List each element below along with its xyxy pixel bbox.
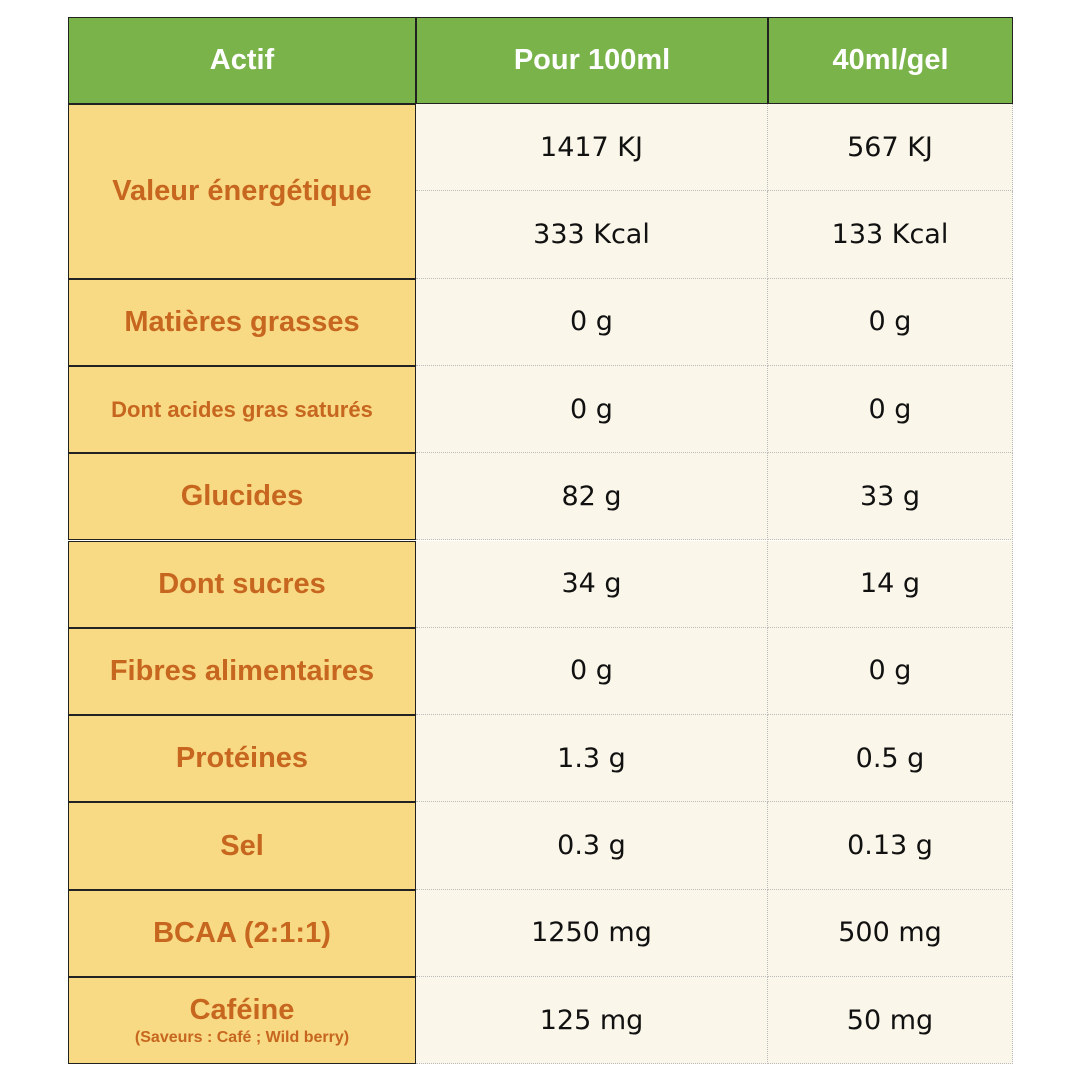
value-cell: 50 mg [768,977,1013,1065]
value-cell: 0 g [768,627,1013,716]
row-label: Protéines [68,715,416,803]
row-label: Dont sucres [68,540,416,628]
value-cell: 1.3 g [416,715,768,803]
row-label: Caféine (Saveurs : Café ; Wild berry) [68,977,416,1065]
value-cell: 133 Kcal [768,191,1013,279]
value-cell: 125 mg [416,977,768,1065]
value-cell: 0.13 g [768,802,1013,890]
row-label: BCAA (2:1:1) [68,889,416,977]
label-text: Fibres alimentaires [109,654,375,687]
label-text: Caféine [189,994,295,1027]
value-cell: 0 g [416,627,768,716]
value-cell: 0.3 g [416,802,768,890]
row-label: Glucides [68,453,416,541]
value-cell: 0 g [416,365,768,454]
label-text: Dont acides gras saturés [111,396,373,422]
row-label: Dont acides gras saturés [68,365,416,454]
value-cell: 0.5 g [768,715,1013,803]
value-cell: 333 Kcal [416,191,768,279]
value-cell: 14 g [768,540,1013,628]
value-cell: 82 g [416,453,768,541]
label-text: Valeur énergétique [112,174,372,207]
value-cell: 500 mg [768,889,1013,977]
label-text: Sel [220,829,264,862]
value-cell: 1417 KJ [416,104,768,192]
value-cell: 34 g [416,540,768,628]
value-cell: 567 KJ [768,104,1013,192]
label-text: Matières grasses [124,305,360,338]
header-cell: 40ml/gel [768,17,1013,104]
header-cell: Pour 100ml [416,17,768,104]
value-cell: 0 g [416,278,768,366]
value-cell: 1250 mg [416,889,768,977]
header-cell: Actif [68,17,416,104]
label-text: BCAA (2:1:1) [153,916,331,949]
value-cell: 0 g [768,365,1013,454]
row-label: Valeur énergétique [68,104,416,279]
label-note: (Saveurs : Café ; Wild berry) [134,1029,350,1047]
row-label: Fibres alimentaires [68,627,416,716]
row-label: Sel [68,802,416,890]
label-text: Dont sucres [158,567,326,600]
label-text: Glucides [180,480,304,513]
label-text: Protéines [175,742,309,775]
value-cell: 33 g [768,453,1013,541]
row-label: Matières grasses [68,278,416,366]
value-cell: 0 g [768,278,1013,366]
